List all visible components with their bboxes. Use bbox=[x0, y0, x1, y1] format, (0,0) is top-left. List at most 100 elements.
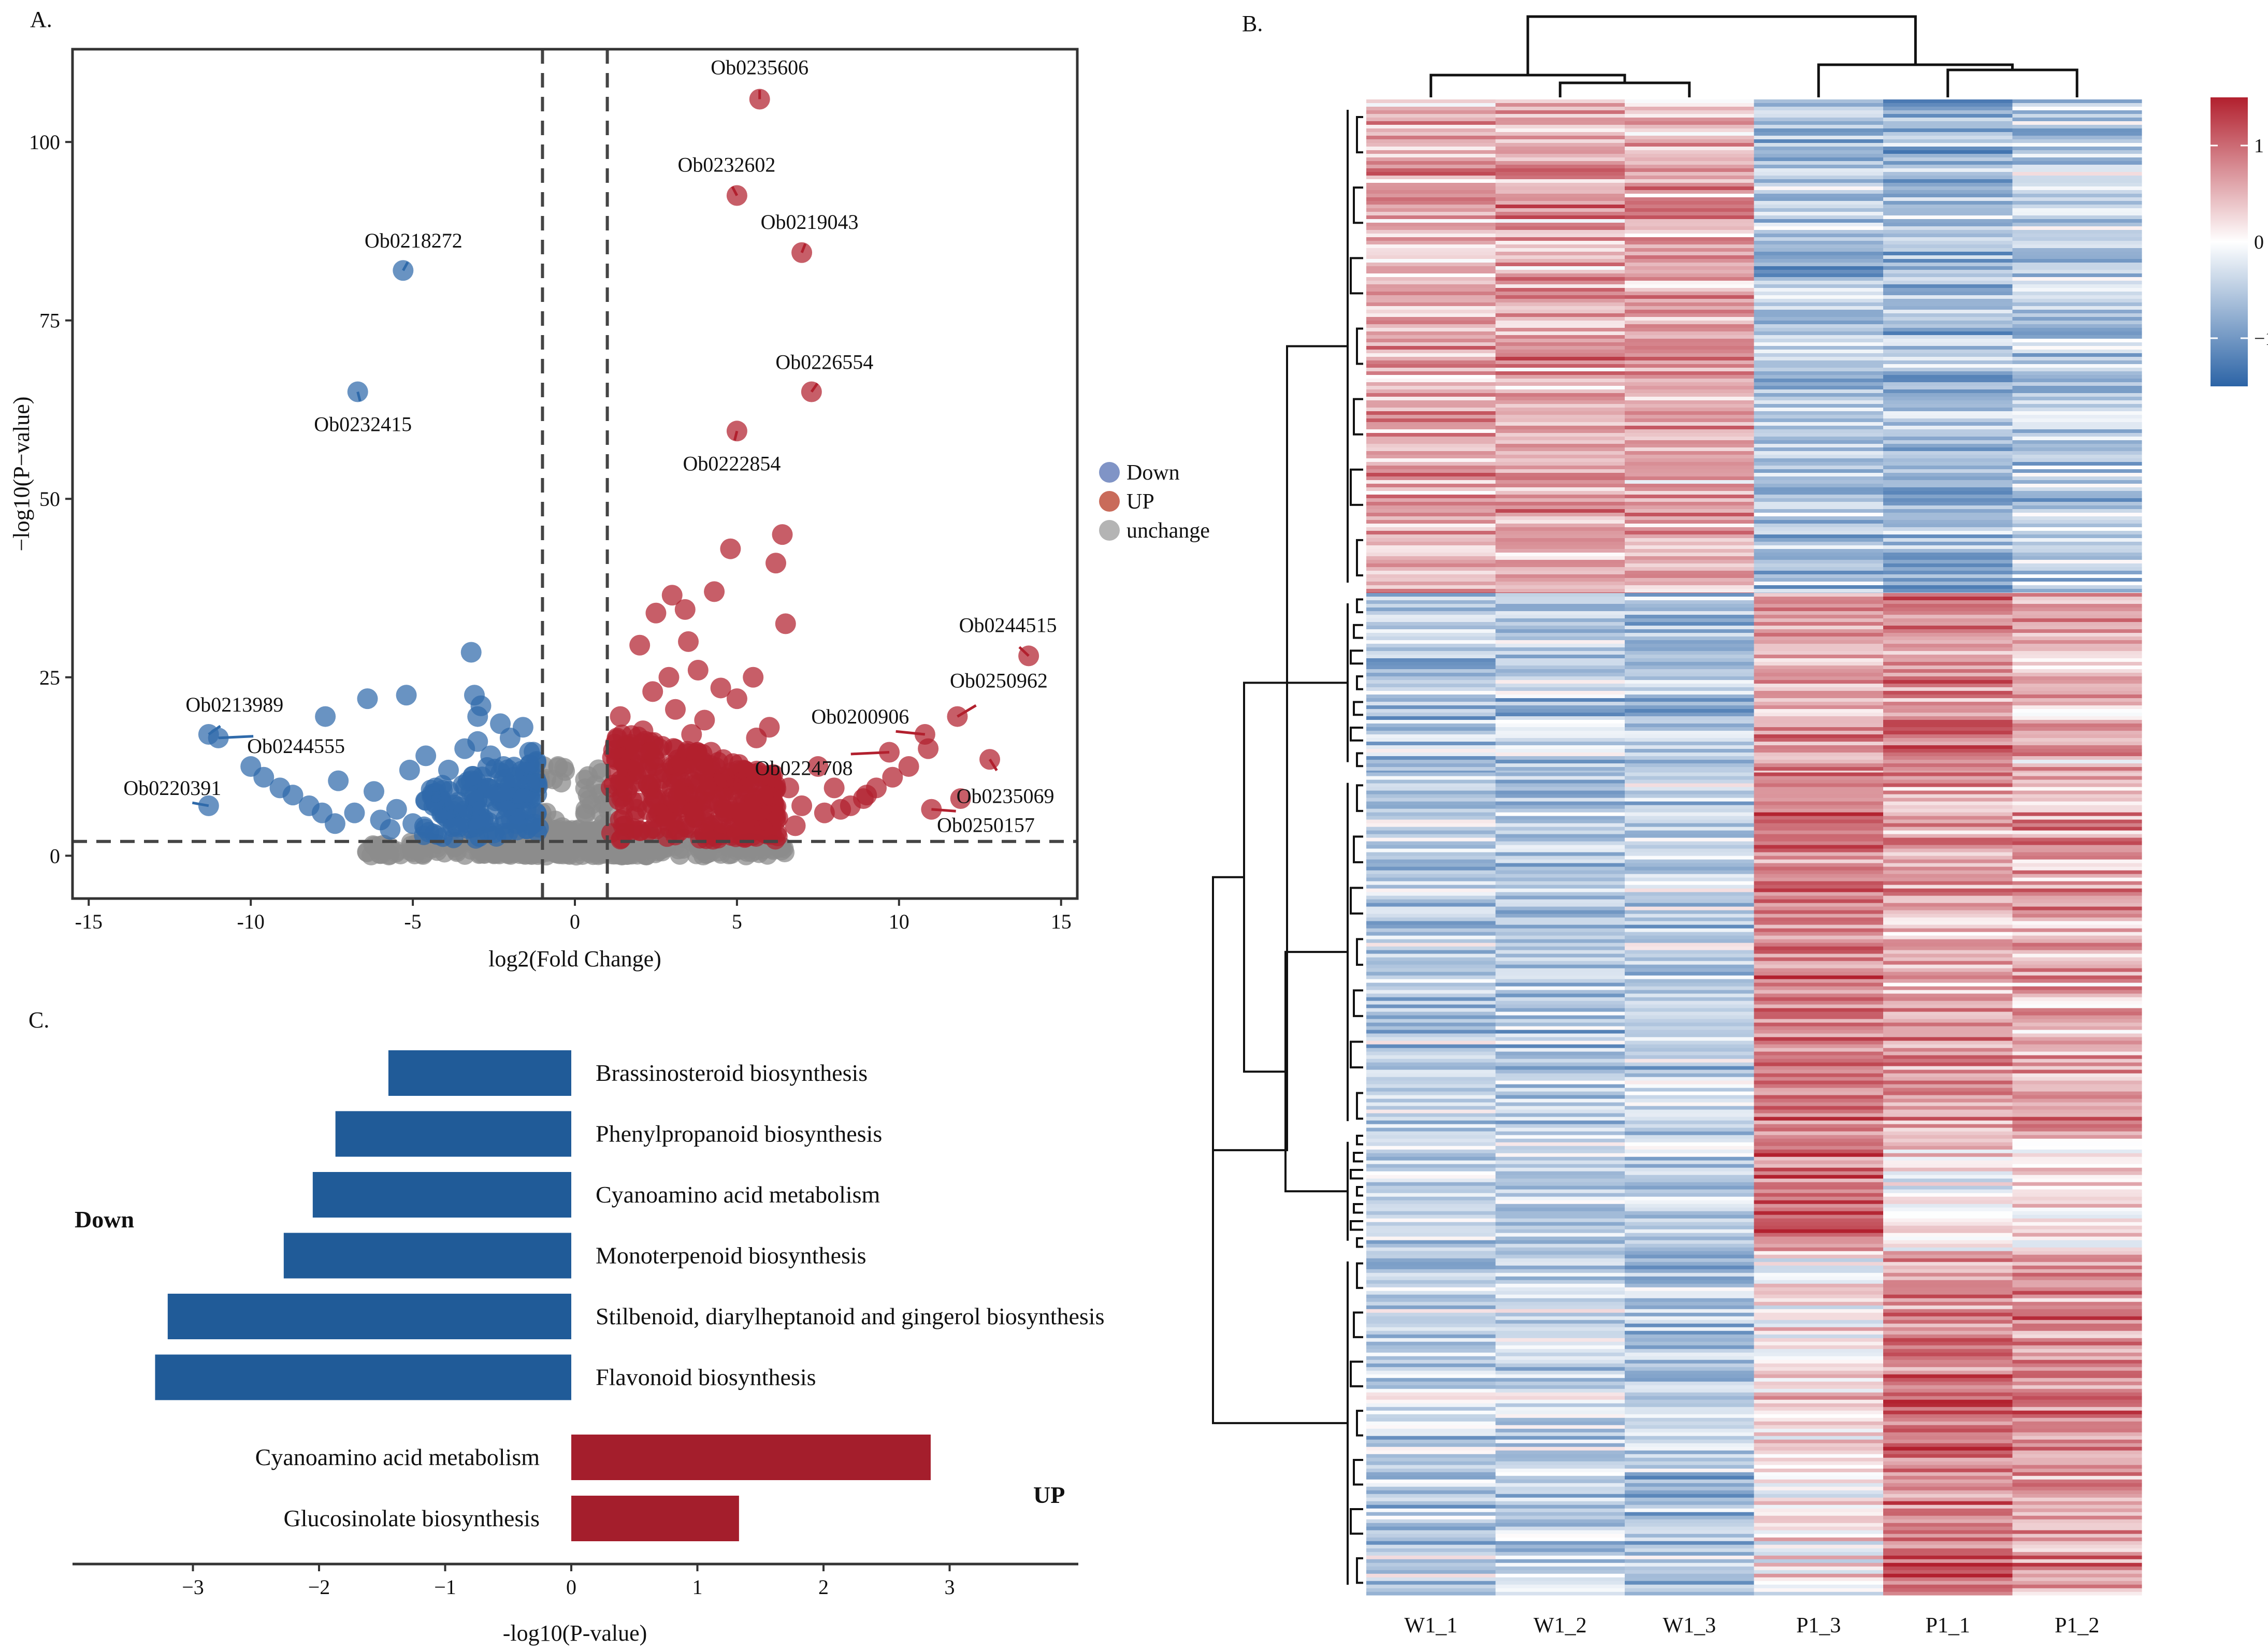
heatmap-cell-stripe bbox=[1625, 1330, 1755, 1335]
heatmap-cell-stripe bbox=[1495, 1519, 1625, 1524]
point-label: Ob0218272 bbox=[365, 229, 463, 252]
heatmap-cell-stripe bbox=[2012, 953, 2142, 958]
heatmap-cell-stripe bbox=[1754, 1512, 1884, 1516]
heatmap-cell-stripe bbox=[1754, 1490, 1884, 1495]
heatmap-cell-stripe bbox=[2012, 418, 2142, 423]
heatmap-cell-stripe bbox=[1625, 863, 1755, 867]
heatmap-cell-stripe bbox=[1625, 644, 1755, 648]
heatmap-cell-stripe bbox=[1883, 353, 2013, 357]
up-point bbox=[830, 799, 851, 820]
heatmap-cell-stripe bbox=[1883, 856, 2013, 860]
heatmap-cell-stripe bbox=[1754, 288, 1884, 292]
heatmap-cell-stripe bbox=[1754, 1548, 1884, 1553]
up-point bbox=[814, 802, 835, 823]
heatmap-cell-stripe bbox=[1883, 618, 2013, 623]
heatmap-cell-stripe bbox=[1754, 1381, 1884, 1386]
heatmap-cell-stripe bbox=[1754, 1465, 1884, 1469]
heatmap-cell-stripe bbox=[1625, 702, 1755, 706]
heatmap-cell-stripe bbox=[1754, 801, 1884, 806]
heatmap-cell-stripe bbox=[2012, 99, 2142, 104]
heatmap-cell-stripe bbox=[1366, 734, 1496, 739]
heatmap-cell-stripe bbox=[1754, 1196, 1884, 1201]
heatmap-cell-stripe bbox=[1883, 1120, 2013, 1125]
heatmap-cell-stripe bbox=[2012, 1146, 2142, 1150]
heatmap-cell-stripe bbox=[1754, 1378, 1884, 1382]
heatmap-cell-stripe bbox=[1495, 1425, 1625, 1429]
heatmap-cell-stripe bbox=[1366, 1254, 1496, 1259]
heatmap-cell-stripe bbox=[2012, 1062, 2142, 1067]
heatmap-cell-stripe bbox=[1625, 848, 1755, 853]
heatmap-cell-stripe bbox=[1883, 713, 2013, 717]
heatmap-cell-stripe bbox=[1754, 1066, 1884, 1070]
heatmap-cell-stripe bbox=[1883, 636, 2013, 641]
heatmap-cell-stripe bbox=[1366, 798, 1496, 802]
heatmap-cell-stripe bbox=[1625, 1454, 1755, 1458]
x-tick-label: -5 bbox=[404, 910, 421, 933]
heatmap-cell-stripe bbox=[1883, 772, 2013, 777]
heatmap-cell-stripe bbox=[1625, 1309, 1755, 1313]
heatmap-cell-stripe bbox=[1366, 1363, 1496, 1368]
heatmap-cell-stripe bbox=[1366, 830, 1496, 835]
heatmap-cell-stripe bbox=[2012, 143, 2142, 147]
heatmap-cell-stripe bbox=[1625, 808, 1755, 813]
heatmap-cell-stripe bbox=[1754, 783, 1884, 788]
heatmap-cell-stripe bbox=[1495, 433, 1625, 437]
heatmap-cell-stripe bbox=[1754, 1468, 1884, 1473]
heatmap-cell-stripe bbox=[1754, 1080, 1884, 1085]
legend-label: unchange bbox=[1126, 519, 1210, 543]
y-tick-label: 100 bbox=[29, 131, 60, 154]
heatmap-cell-stripe bbox=[1495, 990, 1625, 994]
heatmap-cell-stripe bbox=[1495, 651, 1625, 655]
heatmap-cell-stripe bbox=[2012, 364, 2142, 368]
heatmap-cell-stripe bbox=[1625, 259, 1755, 263]
heatmap-cell-stripe bbox=[1495, 734, 1625, 739]
heatmap-cell-stripe bbox=[1366, 1497, 1496, 1502]
heatmap-cell-stripe bbox=[1495, 874, 1625, 878]
heatmap-cell-stripe bbox=[1754, 99, 1884, 104]
heatmap-cell-stripe bbox=[2012, 1584, 2142, 1589]
heatmap-cell-stripe bbox=[1495, 928, 1625, 933]
heatmap-cell-stripe bbox=[1495, 241, 1625, 245]
heatmap-cell-stripe bbox=[1495, 935, 1625, 940]
heatmap-cell-stripe bbox=[1883, 1410, 2013, 1415]
heatmap-cell-stripe bbox=[1495, 856, 1625, 860]
heatmap-cell-stripe bbox=[1625, 346, 1755, 350]
heatmap-cell-stripe bbox=[1366, 1019, 1496, 1023]
heatmap-cell-stripe bbox=[1754, 720, 1884, 724]
heatmap-cell-stripe bbox=[1625, 906, 1755, 911]
heatmap-cell-stripe bbox=[1754, 1570, 1884, 1574]
heatmap-cell-stripe bbox=[1883, 866, 2013, 871]
heatmap-cell-stripe bbox=[1625, 607, 1755, 612]
heatmap-cell-stripe bbox=[1495, 870, 1625, 875]
heatmap-cell-stripe bbox=[1495, 353, 1625, 357]
heatmap-cell-stripe bbox=[1754, 560, 1884, 564]
heatmap-cell-stripe bbox=[2012, 321, 2142, 325]
heatmap-cell-stripe bbox=[1625, 866, 1755, 871]
heatmap-cell-stripe bbox=[1366, 1334, 1496, 1339]
heatmap-cell-stripe bbox=[1883, 447, 2013, 452]
heatmap-cell-stripe bbox=[1366, 1544, 1496, 1549]
heatmap-cell-stripe bbox=[2012, 165, 2142, 169]
heatmap-cell-stripe bbox=[1366, 716, 1496, 720]
heatmap-cell-stripe bbox=[1625, 845, 1755, 849]
heatmap-cell-stripe bbox=[1754, 1309, 1884, 1313]
heatmap-cell-stripe bbox=[1495, 491, 1625, 495]
heatmap-cell-stripe bbox=[1754, 600, 1884, 604]
heatmap-cell-stripe bbox=[1883, 244, 2013, 249]
heatmap-cell-stripe bbox=[1883, 1363, 2013, 1368]
heatmap-cell-stripe bbox=[1495, 738, 1625, 742]
point-label-leader bbox=[733, 430, 739, 441]
down-point bbox=[477, 777, 498, 799]
heatmap-cell-stripe bbox=[1883, 665, 2013, 670]
heatmap-cell-stripe bbox=[1495, 237, 1625, 241]
heatmap-cell-stripe bbox=[1883, 622, 2013, 626]
heatmap-cell-stripe bbox=[1625, 1414, 1755, 1419]
heatmap-cell-stripe bbox=[1625, 1312, 1755, 1317]
heatmap-cell-stripe bbox=[1883, 1204, 2013, 1208]
heatmap-cell-stripe bbox=[1366, 1004, 1496, 1009]
heatmap-cell-stripe bbox=[1883, 179, 2013, 183]
heatmap-cell-stripe bbox=[1625, 542, 1755, 546]
heatmap-cell-stripe bbox=[1625, 1218, 1755, 1223]
heatmap-cell-stripe bbox=[2012, 1450, 2142, 1455]
heatmap-cell-stripe bbox=[1883, 1077, 2013, 1081]
